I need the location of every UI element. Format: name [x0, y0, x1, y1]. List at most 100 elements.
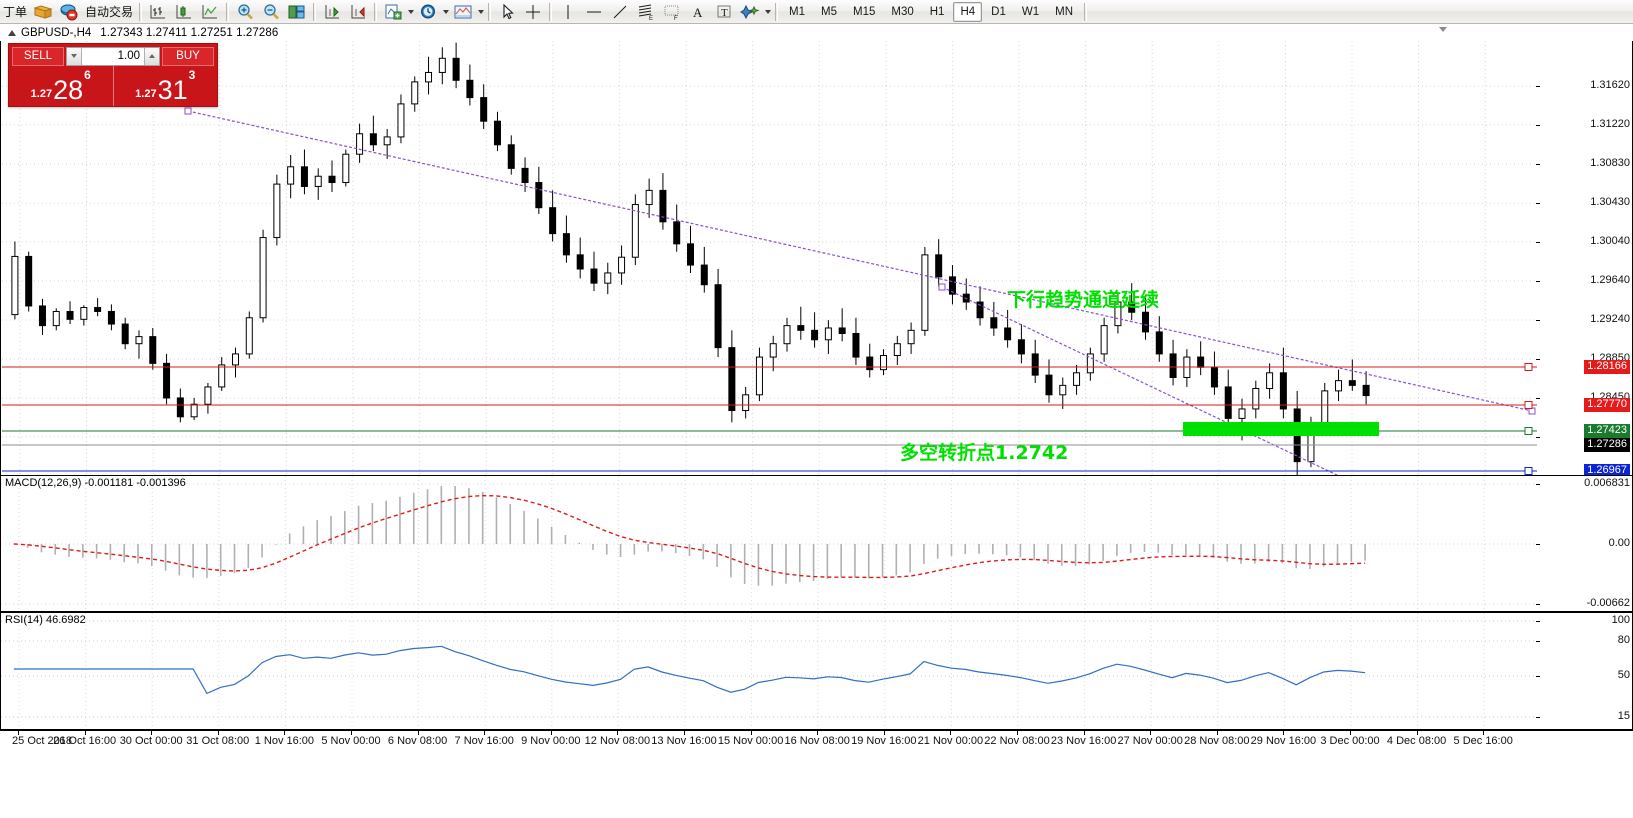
- line-chart-icon[interactable]: [197, 1, 223, 23]
- price-level-label-blue[interactable]: 1.26967: [1584, 464, 1630, 478]
- crosshair-icon[interactable]: [520, 1, 546, 23]
- folder-icon[interactable]: [30, 1, 56, 23]
- chart-scroll-indicator-icon[interactable]: [1439, 27, 1447, 32]
- expert-advisor-icon[interactable]: [56, 1, 82, 23]
- price-tick-label: 1.28850: [1590, 352, 1630, 364]
- price-level-label-red[interactable]: 1.28166: [1584, 360, 1630, 374]
- time-axis-label: 15 Nov 00:00: [717, 735, 784, 747]
- templates-dropdown-arrow[interactable]: [476, 2, 485, 22]
- toolbar-separator: [139, 2, 143, 21]
- period-dropdown-arrow[interactable]: [441, 2, 450, 22]
- price-level-label-green[interactable]: 1.27423: [1584, 424, 1630, 438]
- volume-stepper[interactable]: 1.00: [66, 46, 160, 66]
- time-tick: [1216, 731, 1218, 735]
- auto-trading-label[interactable]: 自动交易: [85, 5, 134, 19]
- time-axis-label: 3 Dec 00:00: [1320, 735, 1380, 747]
- price-plot-area[interactable]: 下行趋势通道延续 多空转折点1.2742: [2, 41, 1537, 475]
- one-click-trading-panel[interactable]: SELL 1.00 BUY 1.27 28 6 1.27 31 3: [8, 43, 218, 107]
- timeframe-h4[interactable]: H4: [953, 1, 983, 22]
- time-tick: [84, 731, 86, 735]
- trendline-icon[interactable]: [607, 1, 633, 23]
- price-tick: [1536, 359, 1540, 360]
- sell-price-prefix: 1.27: [30, 88, 53, 100]
- toolbar-left-label[interactable]: 丁单: [3, 5, 28, 19]
- timeframe-m15[interactable]: M15: [853, 5, 876, 18]
- price-tick-label: 1.29240: [1590, 313, 1630, 325]
- macd-indicator-pane[interactable]: MACD(12,26,9) -0.001181 -0.001396 0.0068…: [0, 475, 1633, 612]
- time-axis-label: 9 Nov 00:00: [521, 735, 581, 747]
- shapes-dropdown-arrow[interactable]: [763, 2, 772, 22]
- shapes-icon[interactable]: [737, 1, 763, 23]
- price-level-label-red[interactable]: 1.27770: [1584, 398, 1630, 412]
- vertical-line-icon[interactable]: [555, 1, 581, 23]
- svg-text:T: T: [721, 7, 728, 19]
- time-axis-label: 26 Oct 16:00: [53, 735, 117, 747]
- time-axis-label: 5 Nov 00:00: [321, 735, 381, 747]
- buy-price[interactable]: 1.27 31 3: [114, 66, 218, 106]
- price-tick-label: 1.31620: [1590, 79, 1630, 91]
- time-tick: [1083, 731, 1085, 735]
- zoom-out-icon[interactable]: [258, 1, 284, 23]
- text-label-icon[interactable]: F: [659, 1, 685, 23]
- svg-text:A: A: [693, 5, 703, 20]
- autoscroll-icon[interactable]: [319, 1, 345, 23]
- price-tick: [1536, 320, 1540, 321]
- price-chart-pane[interactable]: 下行趋势通道延续 多空转折点1.2742 1.31620 1.31220 1.3083…: [0, 41, 1633, 598]
- bar-chart-icon[interactable]: [145, 1, 171, 23]
- price-tick-label: 1.29640: [1590, 274, 1630, 286]
- time-tick: [151, 731, 153, 735]
- collapse-triangle-icon[interactable]: [8, 29, 16, 36]
- volume-value[interactable]: 1.00: [117, 49, 140, 62]
- text-icon[interactable]: A: [685, 1, 711, 23]
- buy-button[interactable]: BUY: [162, 46, 214, 66]
- zoom-in-icon[interactable]: [232, 1, 258, 23]
- volume-increase-button[interactable]: [144, 47, 159, 65]
- indicators-icon[interactable]: [380, 1, 406, 23]
- timeframe-d1[interactable]: D1: [991, 5, 1006, 18]
- price-level-label-black[interactable]: 1.27286: [1584, 438, 1630, 452]
- indicators-dropdown-arrow[interactable]: [406, 2, 415, 22]
- timeframe-m5[interactable]: M5: [821, 5, 837, 18]
- horizontal-line-icon[interactable]: [581, 1, 607, 23]
- toolbar-separator: [374, 2, 378, 21]
- timeframe-mn[interactable]: MN: [1055, 5, 1073, 18]
- rsi-label: RSI(14) 46.6982: [5, 614, 86, 626]
- tile-windows-icon[interactable]: [284, 1, 310, 23]
- macd-tick: [1536, 484, 1540, 485]
- timeframe-w1[interactable]: W1: [1021, 5, 1040, 18]
- templates-icon[interactable]: [450, 1, 476, 23]
- macd-scale-label: 0.006831: [1584, 477, 1630, 489]
- one-click-trading-header: SELL 1.00 BUY: [9, 44, 217, 66]
- sell-button[interactable]: SELL: [12, 46, 64, 66]
- time-axis-label: 5 Dec 16:00: [1453, 735, 1513, 747]
- buy-price-prefix: 1.27: [135, 88, 157, 100]
- candlestick-chart-icon[interactable]: [171, 1, 197, 23]
- macd-label: MACD(12,26,9) -0.001181 -0.001396: [5, 477, 186, 489]
- rsi-indicator-pane[interactable]: RSI(14) 46.6982 100 80 50 15: [0, 612, 1633, 730]
- cursor-icon[interactable]: [494, 1, 520, 23]
- price-tick-label: 1.30430: [1590, 196, 1630, 208]
- fibonacci-icon[interactable]: E: [633, 1, 659, 23]
- time-tick: [1017, 731, 1018, 735]
- sell-price[interactable]: 1.27 28 6: [9, 66, 114, 106]
- chart-shift-icon[interactable]: [345, 1, 371, 23]
- time-tick: [950, 731, 952, 735]
- time-tick: [750, 731, 752, 735]
- text-box-icon[interactable]: T: [711, 1, 737, 23]
- rsi-tick: [1536, 717, 1540, 718]
- volume-decrease-button[interactable]: [67, 47, 82, 65]
- timeframe-m30[interactable]: M30: [891, 5, 914, 18]
- price-tick-label: 1.30830: [1590, 157, 1630, 169]
- rsi-chart-svg: [1, 613, 1536, 729]
- timeframe-m1[interactable]: M1: [789, 5, 806, 18]
- price-axis[interactable]: 1.31620 1.31220 1.30830 1.30430 1.30040 1.296…: [1536, 41, 1632, 598]
- toolbar-separator: [313, 2, 317, 21]
- time-axis-label: 23 Nov 16:00: [1050, 735, 1117, 747]
- macd-tick: [1536, 604, 1540, 605]
- time-axis-label: 29 Nov 16:00: [1250, 735, 1317, 747]
- time-axis-label: 31 Oct 08:00: [186, 735, 250, 747]
- one-click-prices: 1.27 28 6 1.27 31 3: [9, 66, 217, 106]
- period-icon[interactable]: [415, 1, 441, 23]
- rsi-tick: [1536, 676, 1540, 677]
- timeframe-h1[interactable]: H1: [929, 5, 945, 18]
